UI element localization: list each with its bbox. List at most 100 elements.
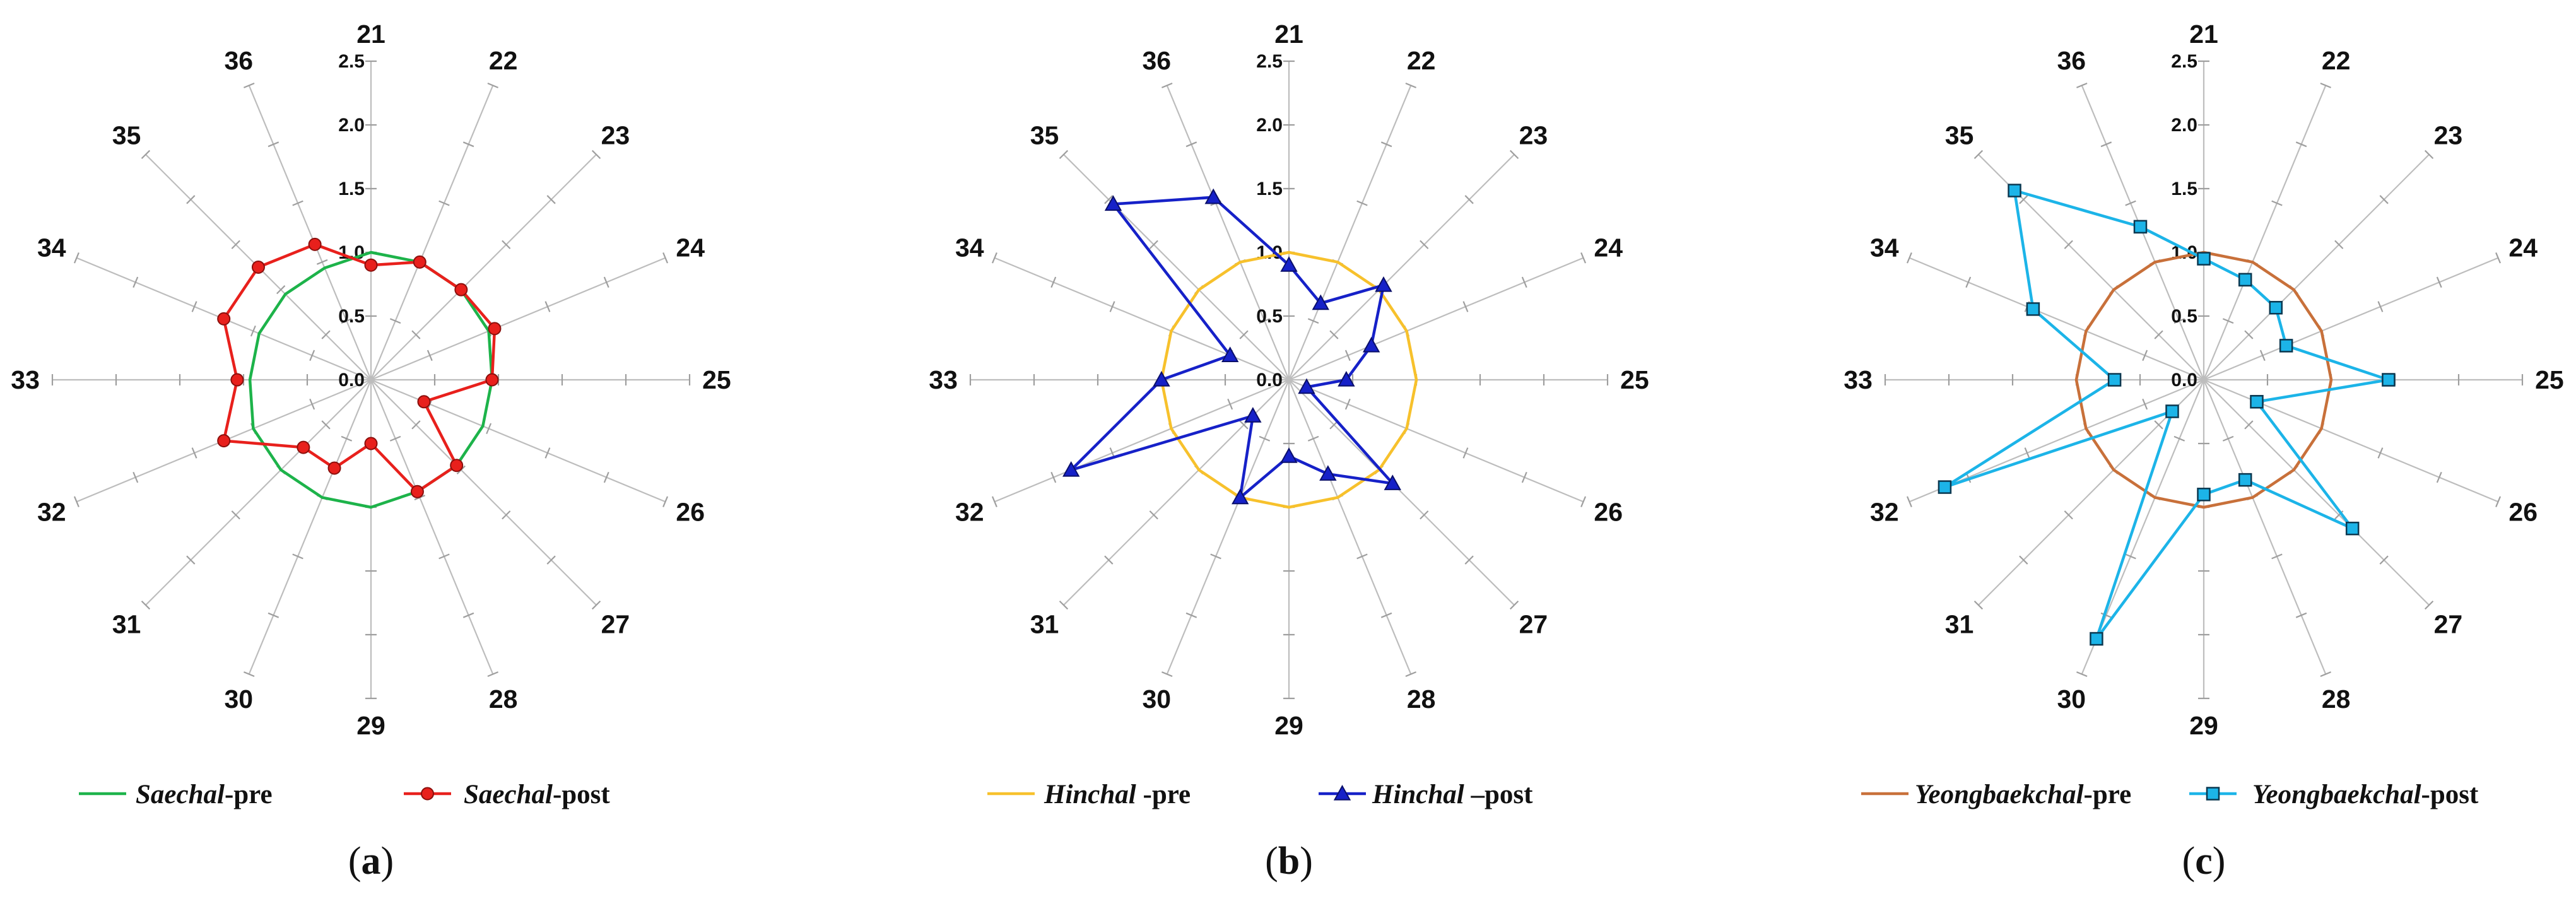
radar-tick <box>2173 318 2185 324</box>
radar-tick <box>1210 553 1221 560</box>
radar-tick <box>2244 330 2254 339</box>
radar-tick <box>389 435 401 442</box>
data-point <box>364 437 378 450</box>
radar-tick <box>1464 195 1474 204</box>
radar-tick <box>2379 195 2389 204</box>
radial-tick-label: 2.5 <box>338 51 365 72</box>
radar-tick <box>1185 612 1197 618</box>
radar-tick <box>268 141 279 148</box>
radar-tick <box>2320 671 2331 678</box>
radial-tick-label: 1.0 <box>1256 242 1283 263</box>
radar-tick <box>1965 276 1972 288</box>
radar-tick <box>2424 150 2434 160</box>
category-label: 32 <box>955 498 984 527</box>
data-point <box>454 283 468 297</box>
category-label: 36 <box>2057 46 2086 75</box>
data-point <box>2165 404 2179 418</box>
radial-tick-label: 1.5 <box>2171 179 2197 199</box>
category-label: 25 <box>702 365 731 394</box>
radar-tick <box>1149 240 1158 249</box>
radial-tick-label: 0.5 <box>2171 306 2197 327</box>
radar-tick <box>2064 240 2073 249</box>
radar-spoke <box>2203 154 2430 380</box>
radar-tick <box>487 671 498 678</box>
data-point <box>2345 521 2360 536</box>
category-label: 27 <box>1519 609 1548 638</box>
category-label: 33 <box>929 365 958 394</box>
data-point <box>1938 480 1952 494</box>
data-point <box>1280 256 1298 272</box>
data-point <box>2008 184 2021 197</box>
series-line <box>248 250 494 509</box>
radar-tick <box>292 553 303 560</box>
radar-tick <box>2259 350 2266 362</box>
radar-tick <box>1464 555 1474 565</box>
category-label: 34 <box>955 233 984 262</box>
radar-tick <box>2295 612 2307 618</box>
category-label: 22 <box>489 46 518 75</box>
data-point <box>1319 465 1337 481</box>
radar-tick <box>1050 276 1057 288</box>
data-point <box>450 459 464 473</box>
category-label: 24 <box>1594 233 1623 262</box>
radar-tick <box>2173 435 2185 442</box>
radar-tick <box>132 276 139 288</box>
category-label: 27 <box>601 609 630 638</box>
radar-tick <box>1380 612 1392 618</box>
category-label: 34 <box>1870 233 1899 262</box>
radar-tick <box>1906 252 1912 264</box>
category-label: 35 <box>1945 121 1974 150</box>
category-label: 32 <box>1870 498 1899 527</box>
data-point <box>1375 276 1392 292</box>
radar-tick <box>2019 555 2028 565</box>
radar-spoke <box>2203 379 2327 674</box>
category-label: 30 <box>1143 685 1172 714</box>
legend-label: Saechal-post <box>464 780 610 809</box>
radar-tick <box>2424 600 2434 610</box>
radar-tick <box>462 612 474 618</box>
radar-tick <box>546 195 556 204</box>
radar-tick <box>603 471 609 483</box>
panel-label: (a) <box>348 840 394 883</box>
radar-tick <box>2244 420 2254 430</box>
radar-tick <box>486 423 492 435</box>
radar-tick <box>2222 435 2234 442</box>
data-point <box>485 373 499 387</box>
radar-spoke <box>370 379 666 503</box>
radar-spoke <box>1288 379 1412 674</box>
radar-tick <box>341 435 353 442</box>
radar-panel-a: 21 22 23 24 25 26 27 28 29 30 31 32 33 34 35 36 0.0 0.5 1.… <box>11 20 731 883</box>
radar-tick <box>2334 240 2344 249</box>
radar-tick <box>321 420 331 430</box>
radar-tick <box>2024 447 2030 459</box>
legend-marker <box>421 787 434 801</box>
radar-tick <box>316 259 328 265</box>
data-point <box>217 312 231 326</box>
radial-tick-label: 0.0 <box>2171 370 2197 391</box>
radar-tick <box>1239 420 1249 430</box>
radar-tick <box>2142 398 2148 410</box>
series-line <box>1160 250 1418 509</box>
data-point <box>1312 294 1329 310</box>
radar-tick <box>544 301 551 312</box>
category-label: 31 <box>1945 609 1974 638</box>
data-point <box>1298 378 1315 394</box>
data-point <box>1362 336 1380 353</box>
data-point <box>2197 252 2211 266</box>
radar-tick <box>2379 555 2389 565</box>
radar-tick <box>2436 471 2442 483</box>
radar-tick <box>309 398 315 410</box>
radar-tick <box>1344 350 1351 362</box>
radar-tick <box>2154 420 2163 430</box>
radar-spoke <box>994 257 1290 381</box>
radar-tick <box>1580 252 1587 264</box>
radar-tick <box>603 276 609 288</box>
radar-tick <box>426 350 433 362</box>
radar-spoke <box>2203 85 2327 380</box>
radar-tick <box>1259 318 1271 324</box>
radar-tick <box>292 200 303 206</box>
radar-tick <box>546 555 556 565</box>
data-point <box>327 461 341 475</box>
radar-tick <box>2377 447 2384 459</box>
radar-tick <box>2076 671 2088 678</box>
